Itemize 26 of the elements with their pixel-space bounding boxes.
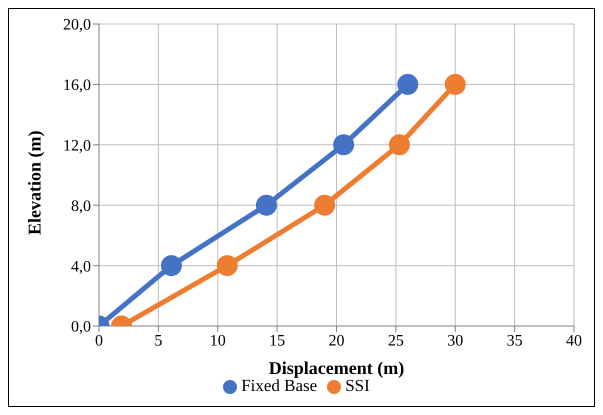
point xyxy=(160,255,182,276)
y-tick-label: 20,0 xyxy=(63,16,91,34)
x-tick-label: 20 xyxy=(328,332,344,350)
x-tick-label: 40 xyxy=(566,332,582,350)
x-tick-label: 10 xyxy=(210,332,226,350)
point xyxy=(216,255,238,276)
x-tick-label: 0 xyxy=(95,332,103,350)
y-tick-label: 12,0 xyxy=(63,137,91,154)
point xyxy=(444,74,466,95)
x-tick-label: 15 xyxy=(269,332,286,350)
legend-label: SSI xyxy=(345,376,370,395)
point xyxy=(314,194,336,216)
x-axis-title: Displacement (m) xyxy=(268,358,404,378)
y-tick-label: 16,0 xyxy=(63,77,91,94)
y-tick-label: 0,0 xyxy=(71,318,91,336)
y-axis-title: Elevation (m) xyxy=(24,130,44,235)
point xyxy=(397,74,418,95)
x-tick-label: 5 xyxy=(154,332,162,350)
x-tick-label: 35 xyxy=(506,332,523,350)
y-tick-label: 4,0 xyxy=(71,258,91,276)
y-tick-label: 8,0 xyxy=(71,198,91,215)
point xyxy=(333,134,354,156)
x-tick-label: 25 xyxy=(388,332,404,350)
point xyxy=(388,134,410,156)
point xyxy=(256,194,277,216)
x-tick-label: 30 xyxy=(447,332,464,350)
